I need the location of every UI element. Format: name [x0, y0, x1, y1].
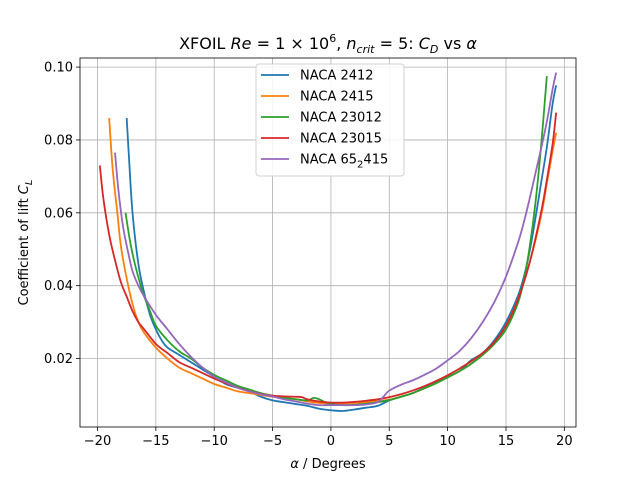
x-tick-label: −5 — [263, 434, 282, 449]
x-tick-label: 5 — [385, 434, 393, 449]
legend-label: NACA 23015 — [300, 132, 382, 147]
y-tick-label: 0.08 — [44, 133, 73, 148]
series-line-4 — [114, 72, 558, 407]
legend-box — [255, 63, 405, 177]
x-tick-label: 15 — [498, 434, 515, 449]
legend-label: NACA 652415 — [300, 153, 388, 171]
legend-entries: NACA 2412 NACA 2415 NACA 23012 NACA 23015 NA… — [261, 69, 388, 171]
y-axis-label: Coefficient of lift CL — [17, 180, 35, 306]
y-tick-label: 0.02 — [44, 352, 73, 367]
legend: NACA 2412 NACA 2415 NACA 23012 NACA 23015 NA… — [255, 63, 405, 177]
y-tick-label: 0.06 — [44, 206, 73, 221]
series-line-0 — [125, 85, 558, 412]
plot-frame — [79, 57, 577, 428]
y-tick-label: 0.10 — [44, 61, 73, 76]
series-layer — [98, 72, 558, 412]
y-axis-ticks: 0.02 0.04 0.06 0.08 0.10 — [44, 61, 80, 367]
legend-label: NACA 2412 — [300, 69, 374, 84]
x-tick-label: −15 — [142, 434, 169, 449]
x-tick-label: −10 — [200, 434, 227, 449]
x-axis-ticks: −20 −15 −10 −5 0 5 10 15 20 — [84, 427, 573, 449]
legend-label: NACA 23012 — [300, 111, 382, 126]
chart-title: XFOIL Re = 1 × 106, ncrit = 5: CD vs α — [179, 32, 477, 56]
x-tick-label: −20 — [84, 434, 111, 449]
series-line-3 — [98, 112, 558, 404]
x-tick-label: 10 — [439, 434, 456, 449]
y-tick-label: 0.04 — [44, 279, 73, 294]
x-axis-label: α / Degrees — [290, 457, 366, 472]
x-tick-label: 20 — [556, 434, 573, 449]
x-tick-label: 0 — [327, 434, 335, 449]
legend-label: NACA 2415 — [300, 90, 374, 105]
